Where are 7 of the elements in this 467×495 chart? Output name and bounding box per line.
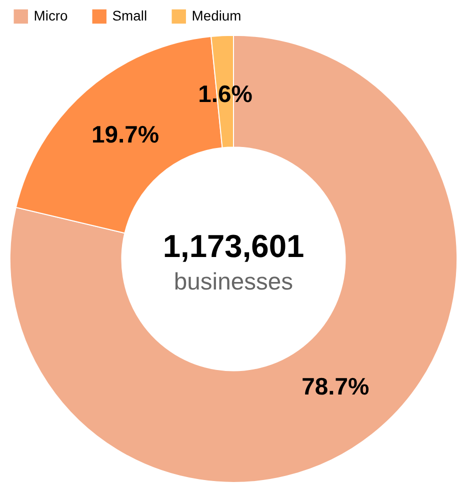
text: 1,173,601: [162, 228, 304, 264]
legend-label: Medium: [192, 7, 242, 24]
data-label: 78.7%: [302, 374, 370, 401]
legend-label: Small: [112, 7, 148, 24]
legend-label: Micro: [34, 7, 68, 24]
text: businesses: [174, 268, 294, 296]
data-label: 19.7%: [91, 121, 160, 148]
